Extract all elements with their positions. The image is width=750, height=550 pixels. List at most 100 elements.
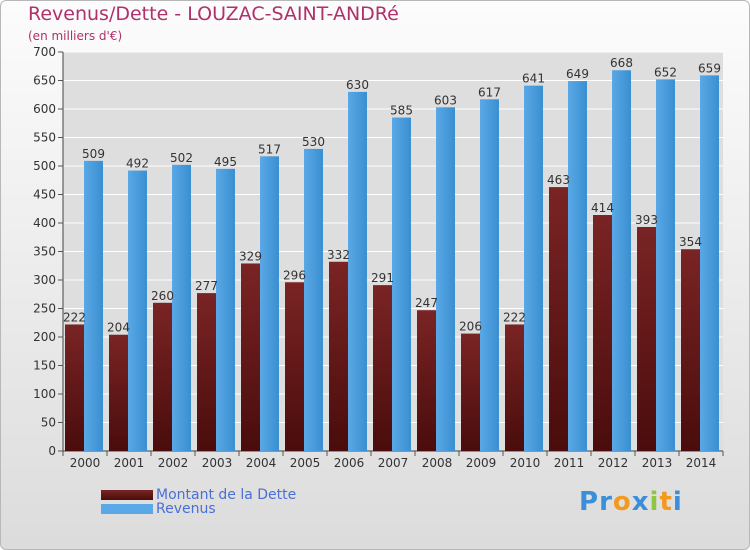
x-tick-label: 2001 xyxy=(114,456,145,470)
x-tick-label: 2005 xyxy=(290,456,321,470)
y-tick-label: 700 xyxy=(33,45,56,59)
data-label-dette: 260 xyxy=(151,289,174,303)
y-tick-label: 300 xyxy=(33,273,56,287)
data-label-revenus: 502 xyxy=(170,151,193,165)
bar-dette xyxy=(285,282,304,451)
y-tick-label: 400 xyxy=(33,216,56,230)
chart-subtitle: (en milliers d'€) xyxy=(28,29,123,43)
bar-revenus xyxy=(128,170,147,451)
y-tick-label: 450 xyxy=(33,188,56,202)
data-label-revenus: 495 xyxy=(214,155,237,169)
data-label-revenus: 659 xyxy=(698,61,721,75)
bar-revenus xyxy=(260,156,279,451)
y-tick-label: 600 xyxy=(33,102,56,116)
bar-revenus xyxy=(480,99,499,451)
bar-dette xyxy=(637,226,656,451)
data-label-revenus: 630 xyxy=(346,78,369,92)
bar-dette xyxy=(109,334,128,451)
bar-revenus xyxy=(348,91,367,452)
legend-swatch-revenus xyxy=(101,504,153,514)
x-tick-label: 2006 xyxy=(334,456,365,470)
logo-letter: i xyxy=(649,487,660,517)
data-label-dette: 222 xyxy=(503,310,526,324)
bar-revenus xyxy=(84,160,103,451)
data-label-revenus: 492 xyxy=(126,157,149,171)
x-tick-label: 2007 xyxy=(378,456,409,470)
logo-letter: t xyxy=(659,487,673,517)
data-label-dette: 414 xyxy=(591,201,614,215)
x-tick-label: 2011 xyxy=(554,456,585,470)
data-label-revenus: 668 xyxy=(610,56,633,70)
bar-dette xyxy=(197,293,216,451)
data-label-revenus: 530 xyxy=(302,135,325,149)
data-label-revenus: 617 xyxy=(478,85,501,99)
data-label-revenus: 517 xyxy=(258,142,281,156)
legend-swatch-dette xyxy=(101,490,153,500)
bar-revenus xyxy=(612,70,631,452)
data-label-dette: 393 xyxy=(635,213,658,227)
data-label-dette: 296 xyxy=(283,268,306,282)
bar-revenus xyxy=(436,107,455,451)
bar-revenus xyxy=(656,79,675,452)
data-label-dette: 204 xyxy=(107,321,130,335)
y-tick-label: 500 xyxy=(33,159,56,173)
bar-dette xyxy=(505,324,524,451)
x-tick-label: 2002 xyxy=(158,456,189,470)
data-label-dette: 329 xyxy=(239,249,262,263)
x-tick-label: 2000 xyxy=(70,456,101,470)
y-tick-label: 350 xyxy=(33,245,56,259)
data-label-revenus: 509 xyxy=(82,147,105,161)
data-label-dette: 247 xyxy=(415,296,438,310)
bar-dette xyxy=(241,263,260,451)
data-label-dette: 291 xyxy=(371,271,394,285)
x-tick-label: 2013 xyxy=(642,456,673,470)
y-tick-label: 650 xyxy=(33,74,56,88)
legend-label-dette: Montant de la Dette xyxy=(156,487,297,503)
x-tick-label: 2010 xyxy=(510,456,541,470)
bar-revenus xyxy=(524,85,543,451)
data-label-dette: 277 xyxy=(195,279,218,293)
bar-revenus xyxy=(304,148,323,451)
logo-letter: i xyxy=(672,487,683,517)
y-tick-label: 0 xyxy=(48,444,56,458)
bar-dette xyxy=(373,285,392,451)
logo-letter: x xyxy=(631,487,650,517)
proxiti-logo: Proxiti xyxy=(579,487,683,517)
legend-label-revenus: Revenus xyxy=(156,501,216,517)
chart-title: Revenus/Dette - LOUZAC-SAINT-ANDRé xyxy=(28,3,399,25)
data-label-revenus: 649 xyxy=(566,67,589,81)
bar-revenus xyxy=(568,81,587,451)
bar-dette xyxy=(681,249,700,451)
data-label-revenus: 641 xyxy=(522,72,545,86)
bar-revenus xyxy=(392,117,411,452)
data-label-dette: 206 xyxy=(459,320,482,334)
logo-letter: r xyxy=(599,487,613,517)
x-tick-label: 2004 xyxy=(246,456,277,470)
data-label-dette: 354 xyxy=(679,235,702,249)
bar-dette xyxy=(329,261,348,451)
y-tick-label: 200 xyxy=(33,330,56,344)
data-label-dette: 332 xyxy=(327,248,350,262)
legend-item-revenus: Revenus xyxy=(101,501,216,517)
bar-dette xyxy=(461,333,480,451)
bar-dette xyxy=(549,187,568,451)
y-tick-label: 50 xyxy=(41,416,56,430)
y-tick-label: 550 xyxy=(33,131,56,145)
x-tick-label: 2014 xyxy=(686,456,717,470)
legend-item-dette: Montant de la Dette xyxy=(101,487,296,503)
bar-dette xyxy=(593,215,612,451)
bar-revenus xyxy=(172,164,191,452)
bar-dette xyxy=(153,302,172,451)
y-tick-label: 100 xyxy=(33,387,56,401)
logo-letter: o xyxy=(612,487,632,517)
data-label-revenus: 652 xyxy=(654,65,677,79)
bar-dette xyxy=(417,310,436,451)
y-tick-label: 250 xyxy=(33,302,56,316)
x-tick-label: 2003 xyxy=(202,456,233,470)
x-tick-label: 2012 xyxy=(598,456,629,470)
logo-letter: P xyxy=(579,487,600,517)
data-label-dette: 222 xyxy=(63,310,86,324)
y-tick-label: 150 xyxy=(33,359,56,373)
data-label-revenus: 603 xyxy=(434,93,457,107)
